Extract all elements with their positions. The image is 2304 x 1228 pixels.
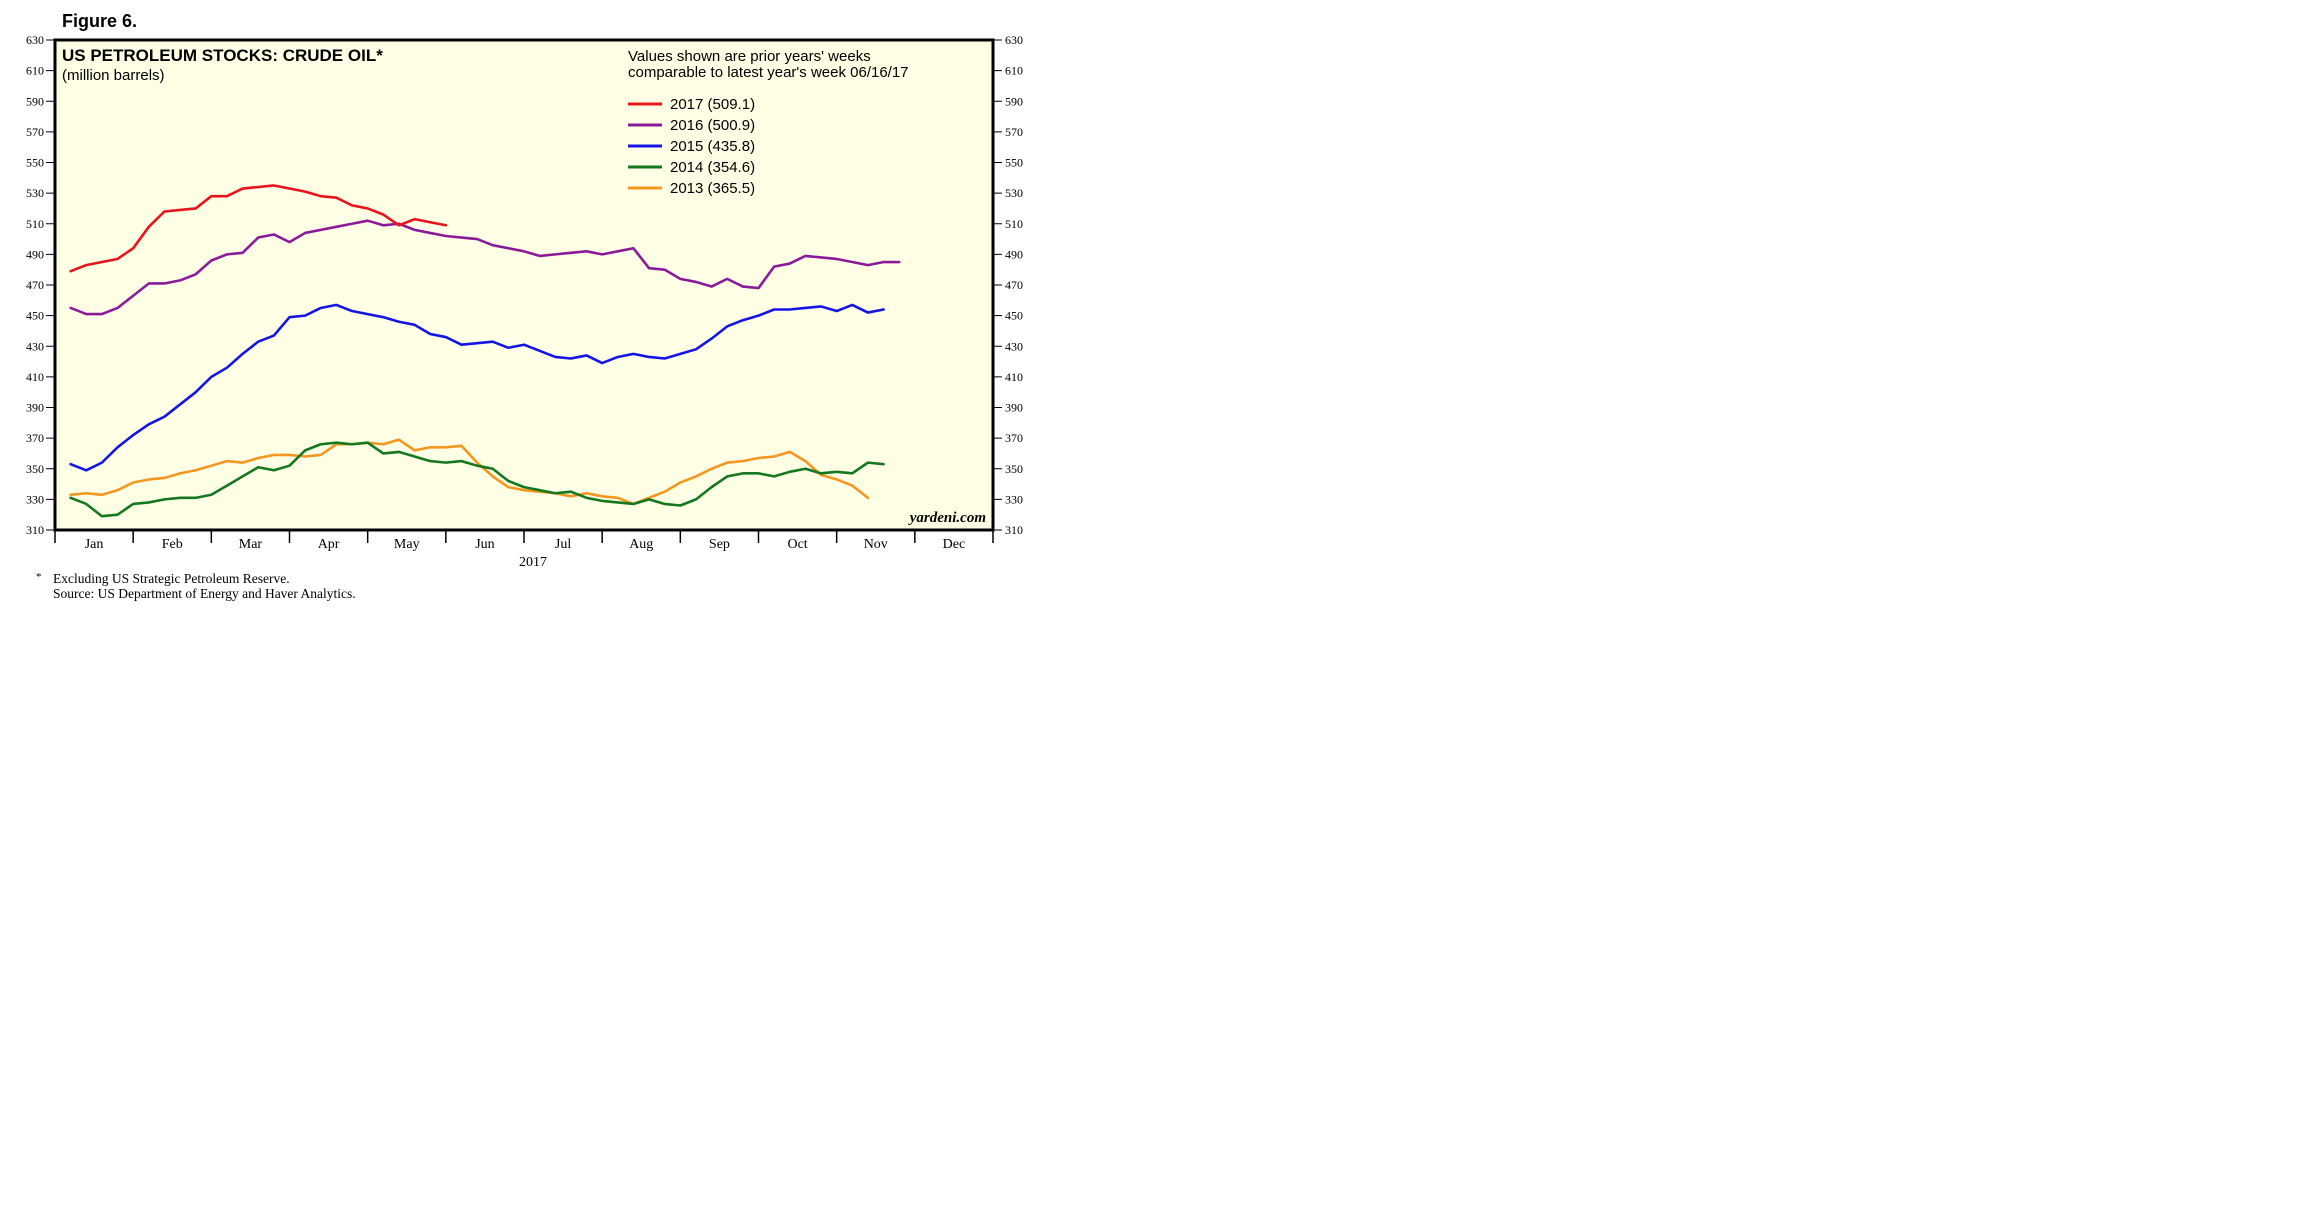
y-tick-label-right: 490 bbox=[1005, 247, 1023, 261]
footnote-note: Excluding US Strategic Petroleum Reserve… bbox=[53, 571, 290, 586]
y-tick-label-right: 410 bbox=[1005, 370, 1023, 384]
y-tick-label-right: 430 bbox=[1005, 339, 1023, 353]
x-tick-label: May bbox=[394, 537, 420, 552]
watermark: yardeni.com bbox=[908, 510, 986, 526]
y-tick-label-left: 450 bbox=[26, 309, 44, 323]
series-layer bbox=[69, 184, 901, 518]
x-tick-label: Dec bbox=[943, 537, 966, 552]
footnote-marker: * bbox=[36, 571, 42, 583]
figure-label: Figure 6. bbox=[62, 11, 137, 31]
y-tick-label-right: 570 bbox=[1005, 125, 1023, 139]
y-tick-label-left: 350 bbox=[26, 462, 44, 476]
y-tick-label-right: 610 bbox=[1005, 64, 1023, 78]
series-line bbox=[69, 219, 901, 316]
y-tick-label-left: 410 bbox=[26, 370, 44, 384]
y-tick-label-left: 530 bbox=[26, 186, 44, 200]
y-tick-label-right: 450 bbox=[1005, 309, 1023, 323]
x-tick-label: Aug bbox=[629, 537, 653, 552]
x-tick-label: Sep bbox=[709, 537, 730, 552]
y-tick-label-left: 550 bbox=[26, 156, 44, 170]
x-axis: Jan Feb Mar Apr May Jun Jul Aug Sep Oct Nov Dec bbox=[54, 530, 994, 552]
x-tick-label: Apr bbox=[318, 537, 340, 552]
x-tick-label: Jan bbox=[85, 537, 104, 552]
y-tick-label-left: 570 bbox=[26, 125, 44, 139]
y-axis-left: 310 330 350 370 390 410 430 450 470 490 510 530 550 5… bbox=[26, 33, 55, 537]
y-tick-label-left: 590 bbox=[26, 94, 44, 108]
y-tick-label-right: 550 bbox=[1005, 156, 1023, 170]
y-tick-label-left: 370 bbox=[26, 431, 44, 445]
y-tick-label-left: 330 bbox=[26, 492, 44, 506]
y-tick-label-right: 530 bbox=[1005, 186, 1023, 200]
x-tick-label: Feb bbox=[162, 537, 183, 552]
y-tick-label-left: 430 bbox=[26, 339, 44, 353]
x-tick-label: Jul bbox=[555, 537, 571, 552]
y-tick-label-left: 630 bbox=[26, 33, 44, 47]
x-axis-label: 2017 bbox=[519, 555, 547, 570]
x-tick-label: Jun bbox=[475, 537, 494, 552]
chart-subtitle: (million barrels) bbox=[62, 67, 165, 84]
legend-label: 2015 (435.8) bbox=[670, 138, 755, 155]
plot-area bbox=[55, 40, 993, 530]
y-tick-label-right: 330 bbox=[1005, 492, 1023, 506]
x-tick-label: Oct bbox=[787, 537, 807, 552]
y-tick-label-right: 590 bbox=[1005, 94, 1023, 108]
series-line bbox=[69, 438, 870, 506]
chart-title: US PETROLEUM STOCKS: CRUDE OIL* bbox=[62, 46, 383, 65]
series-line bbox=[69, 184, 448, 273]
y-tick-label-left: 610 bbox=[26, 64, 44, 78]
x-tick-label: Mar bbox=[239, 537, 263, 552]
y-tick-label-right: 350 bbox=[1005, 462, 1023, 476]
y-tick-label-left: 390 bbox=[26, 401, 44, 415]
annotation-line-2: comparable to latest year's week 06/16/1… bbox=[628, 64, 909, 81]
plot-frame bbox=[53, 38, 995, 532]
y-tick-label-left: 490 bbox=[26, 247, 44, 261]
footnote-source: Source: US Department of Energy and Have… bbox=[53, 586, 356, 601]
legend: 2017 (509.1) 2016 (500.9) 2015 (435.8) 2014… bbox=[628, 96, 755, 197]
y-tick-label-left: 470 bbox=[26, 278, 44, 292]
series-line bbox=[69, 441, 885, 518]
y-tick-label-left: 510 bbox=[26, 217, 44, 231]
legend-label: 2013 (365.5) bbox=[670, 180, 755, 197]
y-tick-label-right: 510 bbox=[1005, 217, 1023, 231]
y-tick-label-right: 370 bbox=[1005, 431, 1023, 445]
series-line bbox=[69, 303, 885, 472]
y-tick-label-right: 310 bbox=[1005, 523, 1023, 537]
annotation-line-1: Values shown are prior years' weeks bbox=[628, 48, 871, 65]
y-tick-label-right: 390 bbox=[1005, 401, 1023, 415]
legend-label: 2017 (509.1) bbox=[670, 96, 755, 113]
y-tick-label-right: 630 bbox=[1005, 33, 1023, 47]
legend-label: 2016 (500.9) bbox=[670, 117, 755, 134]
y-tick-label-left: 310 bbox=[26, 523, 44, 537]
legend-label: 2014 (354.6) bbox=[670, 159, 755, 176]
x-tick-label: Nov bbox=[864, 537, 888, 552]
y-axis-right: 310 330 350 370 390 410 430 450 470 490 510 530 550 5… bbox=[993, 33, 1023, 537]
y-tick-label-right: 470 bbox=[1005, 278, 1023, 292]
